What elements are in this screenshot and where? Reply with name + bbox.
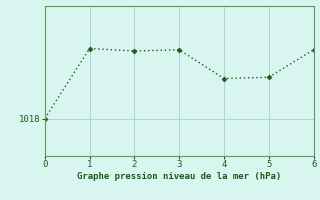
X-axis label: Graphe pression niveau de la mer (hPa): Graphe pression niveau de la mer (hPa) xyxy=(77,172,281,181)
